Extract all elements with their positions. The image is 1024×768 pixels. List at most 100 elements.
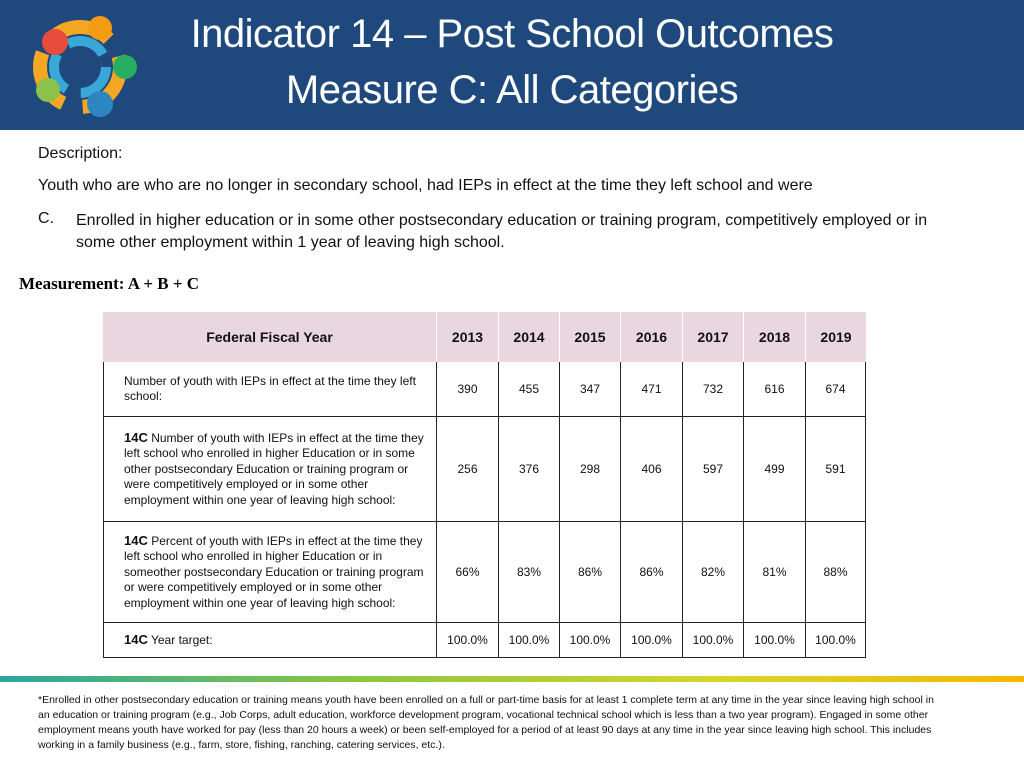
- value-cell: 591: [805, 417, 866, 522]
- row-prefix: 14C: [124, 429, 148, 445]
- value-text: 88%: [823, 565, 848, 579]
- value-cell: 499: [743, 417, 805, 522]
- row-label: 14C Year target:: [124, 632, 213, 649]
- item-text: Enrolled in higher education or in some …: [76, 212, 928, 251]
- row-label-text: Number of youth with IEPs in effect at t…: [124, 373, 416, 404]
- header-cell: 2014: [498, 312, 559, 362]
- value-text: 674: [825, 382, 846, 396]
- description-label: Description:: [38, 145, 123, 162]
- value-text: 83%: [516, 565, 542, 579]
- row-label-text: Number of youth with IEPs in effect at t…: [124, 430, 424, 507]
- header-text: 2016: [635, 329, 668, 345]
- header-cell: 2019: [805, 312, 866, 362]
- logo-icon: [36, 78, 60, 102]
- value-text: 471: [641, 382, 662, 396]
- value-text: 499: [764, 462, 785, 476]
- measurement: Measurement: A + B + C: [19, 274, 200, 293]
- row-label-cell: Number of youth with IEPs in effect at t…: [103, 362, 436, 417]
- value-text: 597: [702, 462, 724, 476]
- description-intro: Youth who are who are no longer in secon…: [38, 177, 813, 194]
- value-text: 298: [579, 462, 601, 476]
- header-text: 2019: [820, 329, 852, 345]
- row-prefix: 14C: [124, 532, 148, 548]
- value-cell: 100.0%: [743, 623, 805, 658]
- value-cell: 100.0%: [498, 623, 559, 658]
- value-text: 406: [641, 462, 662, 476]
- footnote: *Enrolled in other postsecondary educati…: [38, 694, 934, 751]
- row-label-text: Percent of youth with IEPs in effect at …: [124, 533, 424, 610]
- value-cell: 100.0%: [805, 623, 866, 658]
- value-cell: 298: [559, 417, 620, 522]
- header-band: [0, 0, 1024, 130]
- value-cell: 376: [498, 417, 559, 522]
- value-cell: 66%: [436, 522, 498, 623]
- value-cell: 732: [682, 362, 743, 417]
- row-prefix: 14C: [124, 631, 148, 647]
- value-text: 86%: [577, 565, 603, 579]
- header-cell: 2017: [682, 312, 743, 362]
- row-label: Number of youth with IEPs in effect at t…: [124, 374, 433, 405]
- header-cell: 2015: [559, 312, 620, 362]
- value-text: 100.0%: [447, 633, 488, 647]
- value-text: 66%: [455, 565, 480, 579]
- value-text: 100.0%: [754, 633, 795, 647]
- value-cell: 81%: [743, 522, 805, 623]
- value-cell: 471: [620, 362, 682, 417]
- color-strip: [0, 676, 1024, 682]
- logo-icon: [113, 55, 137, 79]
- header-text: 2017: [697, 329, 729, 345]
- row-label: 14C Number of youth with IEPs in effect …: [124, 430, 433, 509]
- value-cell: 455: [498, 362, 559, 417]
- color-bar: [0, 676, 1024, 682]
- value-cell: 83%: [498, 522, 559, 623]
- value-text: 81%: [762, 565, 787, 579]
- value-text: 86%: [639, 565, 664, 579]
- value-text: 616: [764, 382, 785, 396]
- value-cell: 616: [743, 362, 805, 417]
- header-cell: Federal Fiscal Year: [103, 312, 436, 362]
- value-text: 732: [702, 382, 724, 396]
- item-marker: C.: [38, 210, 54, 227]
- row-label-cell: 14C Year target:: [103, 623, 436, 658]
- header-text: 2014: [513, 329, 545, 345]
- value-cell: 406: [620, 417, 682, 522]
- value-cell: 390: [436, 362, 498, 417]
- header-cell: 2018: [743, 312, 805, 362]
- logo-ring: [49, 36, 111, 98]
- value-cell: 86%: [620, 522, 682, 623]
- value-cell: 100.0%: [436, 623, 498, 658]
- title: Measure C: All Categories: [285, 68, 739, 112]
- logo: [33, 16, 137, 117]
- value-cell: 100.0%: [559, 623, 620, 658]
- table: Federal Fiscal Year 2013 2014 2015 2016 2017 2…: [103, 312, 866, 658]
- value-text: 100.0%: [508, 633, 550, 647]
- value-cell: 82%: [682, 522, 743, 623]
- value-text: 347: [579, 382, 601, 396]
- value-text: 256: [457, 462, 478, 476]
- header-text: Federal Fiscal Year: [206, 329, 333, 345]
- logo-icon: [87, 91, 113, 117]
- value-cell: 86%: [559, 522, 620, 623]
- row-label: 14C Percent of youth with IEPs in effect…: [124, 533, 433, 612]
- value-cell: 597: [682, 417, 743, 522]
- header-cell: 2016: [620, 312, 682, 362]
- header-text: 2013: [451, 329, 484, 345]
- logo-icon: [42, 29, 68, 55]
- header-cell: 2013: [436, 312, 498, 362]
- value-cell: 674: [805, 362, 866, 417]
- header-text: 2018: [758, 329, 791, 345]
- title: Indicator 14 – Post School Outcomes: [190, 12, 834, 56]
- value-text: 591: [825, 462, 846, 476]
- value-text: 100.0%: [815, 633, 856, 647]
- value-cell: 100.0%: [682, 623, 743, 658]
- value-cell: 88%: [805, 522, 866, 623]
- value-text: 100.0%: [631, 633, 672, 647]
- value-text: 82%: [700, 565, 726, 579]
- value-text: 100.0%: [692, 633, 734, 647]
- value-text: 100.0%: [569, 633, 611, 647]
- row-label-text: Year target:: [150, 632, 213, 647]
- logo-icon: [88, 16, 112, 40]
- value-cell: 347: [559, 362, 620, 417]
- row-label-cell: 14C Number of youth with IEPs in effect …: [103, 417, 436, 522]
